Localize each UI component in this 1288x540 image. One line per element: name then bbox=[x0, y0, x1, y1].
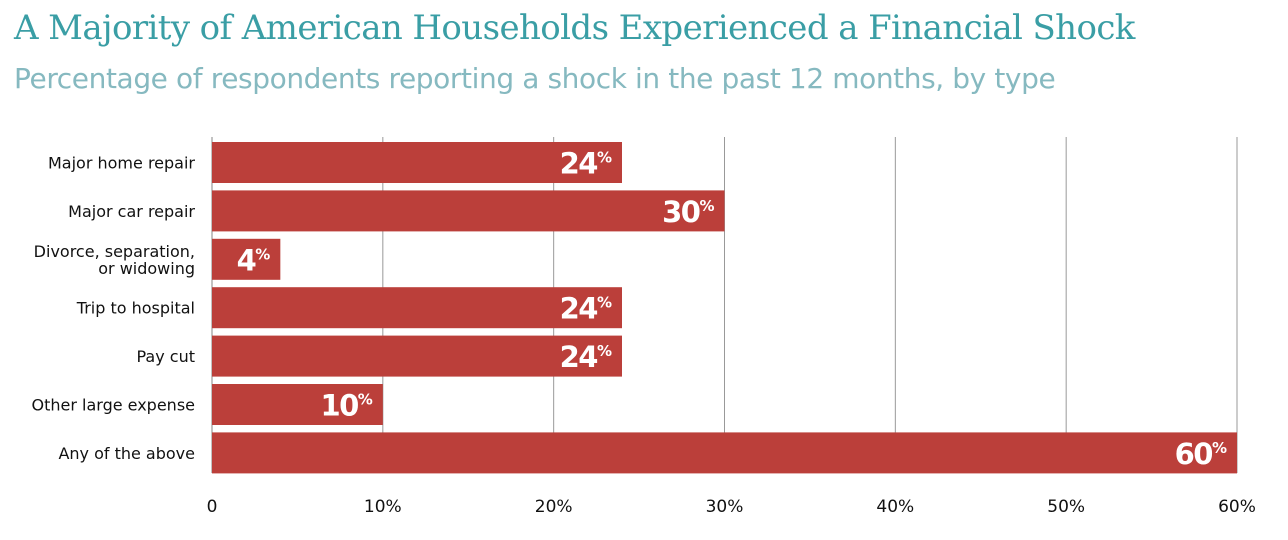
data-label: 24% bbox=[560, 147, 612, 181]
x-tick-label: 60% bbox=[1218, 497, 1256, 517]
bar bbox=[212, 384, 383, 425]
x-tick-label: 10% bbox=[364, 497, 402, 517]
bar bbox=[212, 238, 281, 280]
chart-subtitle: Percentage of respondents reporting a sh… bbox=[14, 62, 1056, 95]
data-label: 24% bbox=[560, 292, 612, 326]
x-tick-label: 20% bbox=[535, 497, 573, 517]
category-label: Trip to hospital bbox=[76, 299, 195, 318]
category-label: Other large expense bbox=[32, 396, 196, 415]
data-label: 4% bbox=[237, 243, 271, 277]
bar bbox=[212, 190, 725, 232]
data-label: 10% bbox=[320, 389, 372, 423]
data-label: 30% bbox=[662, 195, 714, 229]
data-label: 60% bbox=[1175, 437, 1227, 471]
x-tick-label: 0 bbox=[207, 497, 218, 517]
x-tick-label: 40% bbox=[876, 497, 914, 517]
bar bbox=[212, 335, 622, 377]
category-label: Major home repair bbox=[48, 154, 195, 173]
category-label: Divorce, separation, or widowing bbox=[34, 242, 195, 278]
x-tick-label: 30% bbox=[706, 497, 744, 517]
category-label: Any of the above bbox=[58, 444, 195, 463]
x-tick-label: 50% bbox=[1047, 497, 1085, 517]
data-label: 24% bbox=[560, 340, 612, 374]
bar bbox=[212, 142, 622, 183]
category-labels: Major home repair Major car repair Divorce… bbox=[32, 154, 196, 463]
chart-title: A Majority of American Households Experi… bbox=[14, 8, 1135, 48]
bar bbox=[212, 287, 622, 329]
bar bbox=[212, 432, 1237, 474]
bars: 24% 30% 4% 24% 24% 10% 60% bbox=[212, 142, 1237, 474]
category-label: Major car repair bbox=[68, 202, 195, 221]
x-axis-ticks: 0 10% 20% 30% 40% 50% 60% bbox=[207, 497, 1256, 517]
category-label: Pay cut bbox=[137, 347, 196, 366]
